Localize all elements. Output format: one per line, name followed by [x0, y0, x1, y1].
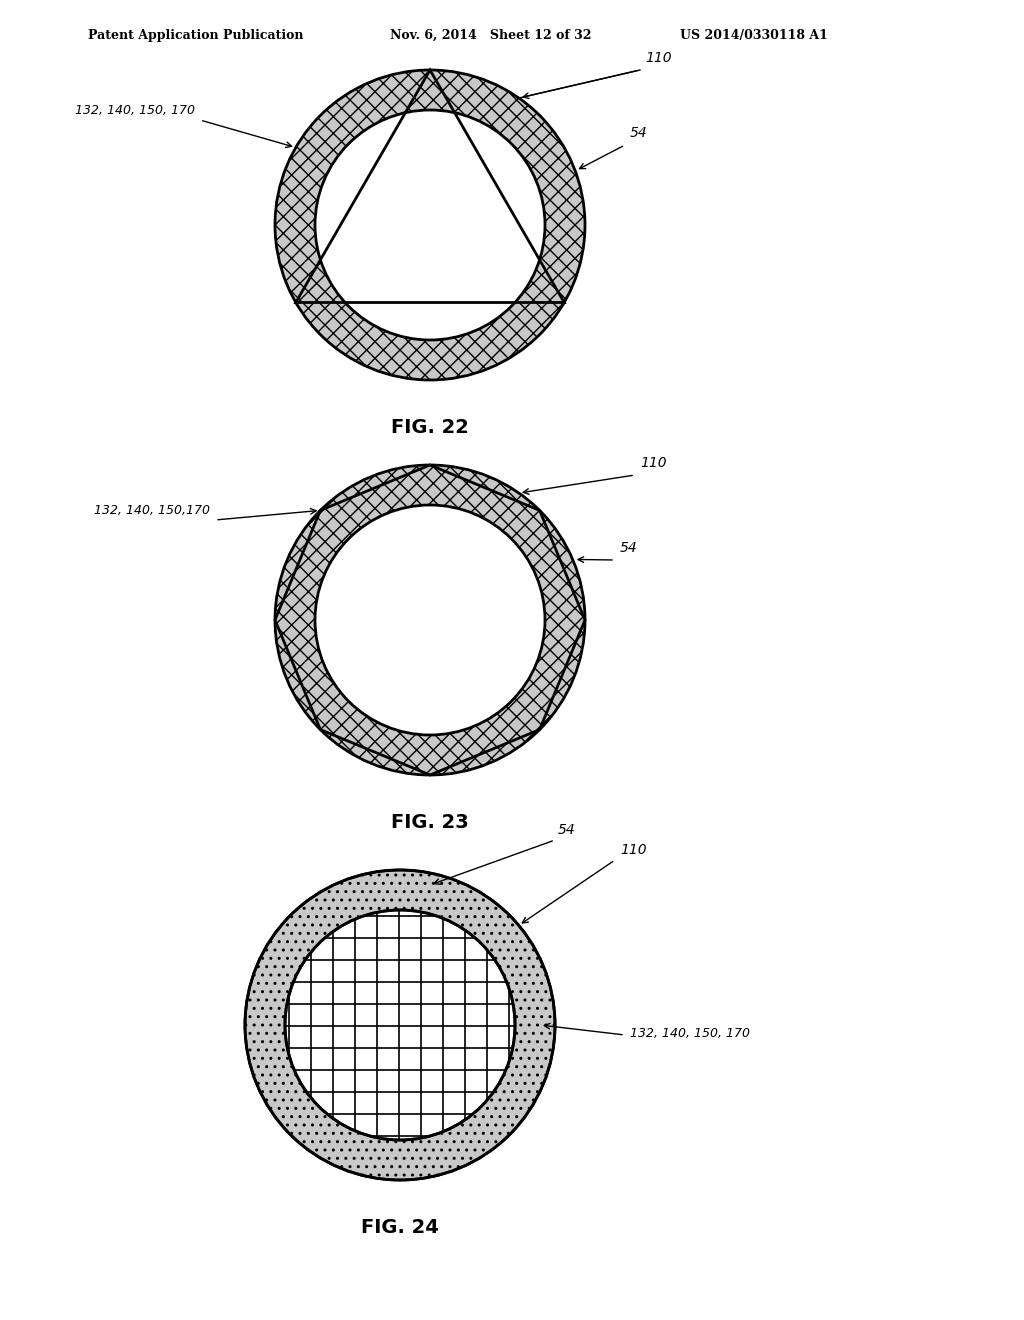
Text: 110: 110 — [640, 455, 667, 470]
Text: 132, 140, 150, 170: 132, 140, 150, 170 — [630, 1027, 750, 1040]
Text: FIG. 23: FIG. 23 — [391, 813, 469, 832]
Text: FIG. 22: FIG. 22 — [391, 418, 469, 437]
Text: 132, 140, 150, 170: 132, 140, 150, 170 — [75, 104, 195, 117]
Text: Patent Application Publication: Patent Application Publication — [88, 29, 303, 41]
Text: 54: 54 — [630, 125, 648, 140]
Circle shape — [245, 870, 555, 1180]
Circle shape — [315, 110, 545, 341]
Circle shape — [285, 909, 515, 1140]
Circle shape — [275, 70, 585, 380]
Circle shape — [275, 465, 585, 775]
Circle shape — [315, 506, 545, 735]
Text: 110: 110 — [645, 51, 672, 65]
Text: US 2014/0330118 A1: US 2014/0330118 A1 — [680, 29, 827, 41]
Text: 110: 110 — [620, 843, 646, 857]
Text: Nov. 6, 2014   Sheet 12 of 32: Nov. 6, 2014 Sheet 12 of 32 — [390, 29, 592, 41]
Text: 132, 140, 150,170: 132, 140, 150,170 — [94, 504, 210, 517]
Text: 54: 54 — [620, 541, 638, 554]
Text: 54: 54 — [558, 822, 575, 837]
Text: FIG. 24: FIG. 24 — [361, 1218, 439, 1237]
